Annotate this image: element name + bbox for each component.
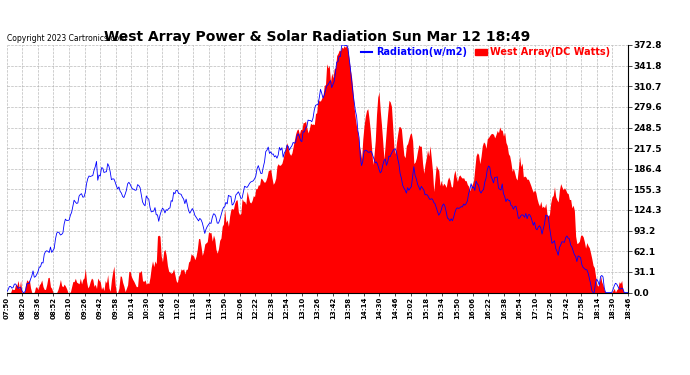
Title: West Array Power & Solar Radiation Sun Mar 12 18:49: West Array Power & Solar Radiation Sun M…: [104, 30, 531, 44]
Legend: Radiation(w/m2), West Array(DC Watts): Radiation(w/m2), West Array(DC Watts): [361, 47, 611, 57]
Text: Copyright 2023 Cartronics.com: Copyright 2023 Cartronics.com: [7, 34, 126, 43]
